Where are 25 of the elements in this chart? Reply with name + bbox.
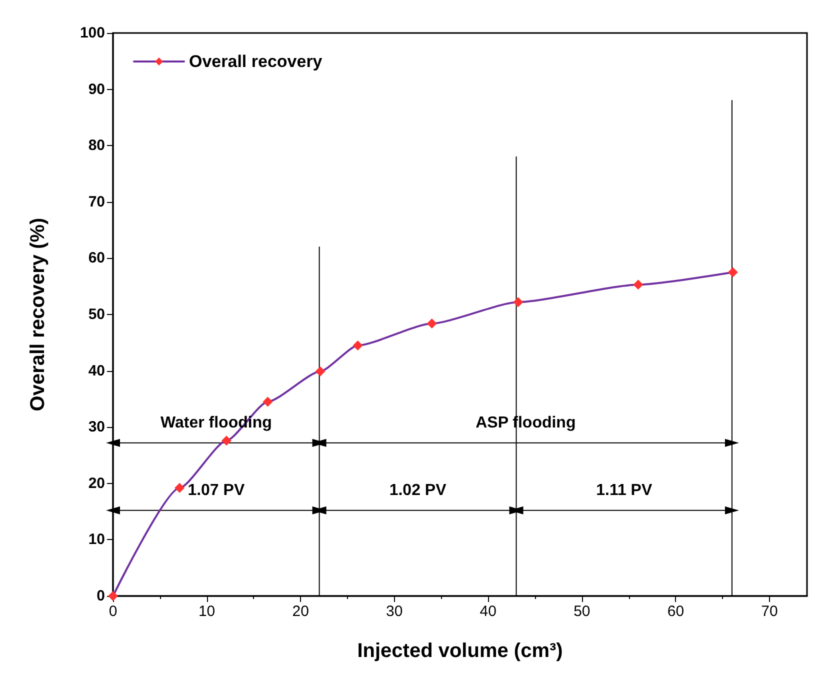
y-tick-label: 40 — [88, 362, 105, 380]
annotation: 1.11 PV — [596, 482, 652, 499]
y-tick-label: 50 — [88, 306, 105, 323]
y-tick-label: 90 — [88, 80, 105, 98]
x-tick-label: 0 — [108, 603, 118, 620]
y-tick-label: 100 — [80, 24, 105, 42]
x-tick-label: 30 — [386, 603, 403, 620]
annotation: 1.02 PV — [389, 482, 447, 499]
x-tick-label: 50 — [574, 603, 590, 620]
y-tick-label: 0 — [96, 588, 105, 604]
x-axis-title: Injected volume (cm³) — [357, 640, 563, 662]
legend-label: Overall recovery — [189, 52, 323, 71]
x-tick-label: 40 — [480, 603, 496, 620]
x-tick-label: 20 — [292, 603, 309, 620]
y-tick-label: 60 — [88, 250, 105, 267]
x-tick-label: 70 — [761, 603, 778, 620]
y-tick-label: 20 — [88, 474, 105, 492]
x-tick-label: 60 — [667, 603, 684, 620]
y-tick-label: 30 — [88, 418, 105, 436]
y-tick-label: 70 — [88, 193, 105, 210]
annotation: 1.07 PV — [188, 482, 245, 499]
y-tick-label: 80 — [88, 137, 105, 154]
y-axis-title: Overall recovery (%) — [27, 218, 49, 412]
y-tick-label: 10 — [88, 531, 105, 548]
x-tick-label: 10 — [198, 603, 216, 620]
